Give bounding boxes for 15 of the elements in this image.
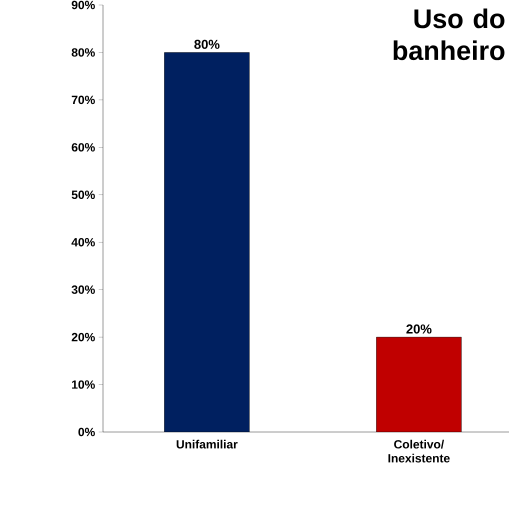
y-tick-label: 0% [78, 428, 95, 436]
y-tick-label: 40% [71, 238, 95, 246]
y-tick-label: 80% [72, 48, 95, 57]
x-tick-label: Unifamiliar [176, 440, 238, 449]
data-label: 20% [406, 324, 432, 334]
text: Uso do banheiro [394, 8, 504, 60]
y-tick-label: 50% [72, 190, 95, 200]
y-tick-label: 60% [72, 143, 95, 152]
y-tick-label: 20% [72, 332, 95, 342]
data-label: 80% [194, 40, 220, 49]
y-tick-label: 70% [72, 96, 95, 104]
y-tick-label: 90% [72, 0, 95, 10]
y-tick-label: 30% [72, 285, 95, 294]
x-tick-label: Coletivo/ Inexistente [388, 440, 450, 462]
y-tick-label: 10% [72, 380, 95, 389]
